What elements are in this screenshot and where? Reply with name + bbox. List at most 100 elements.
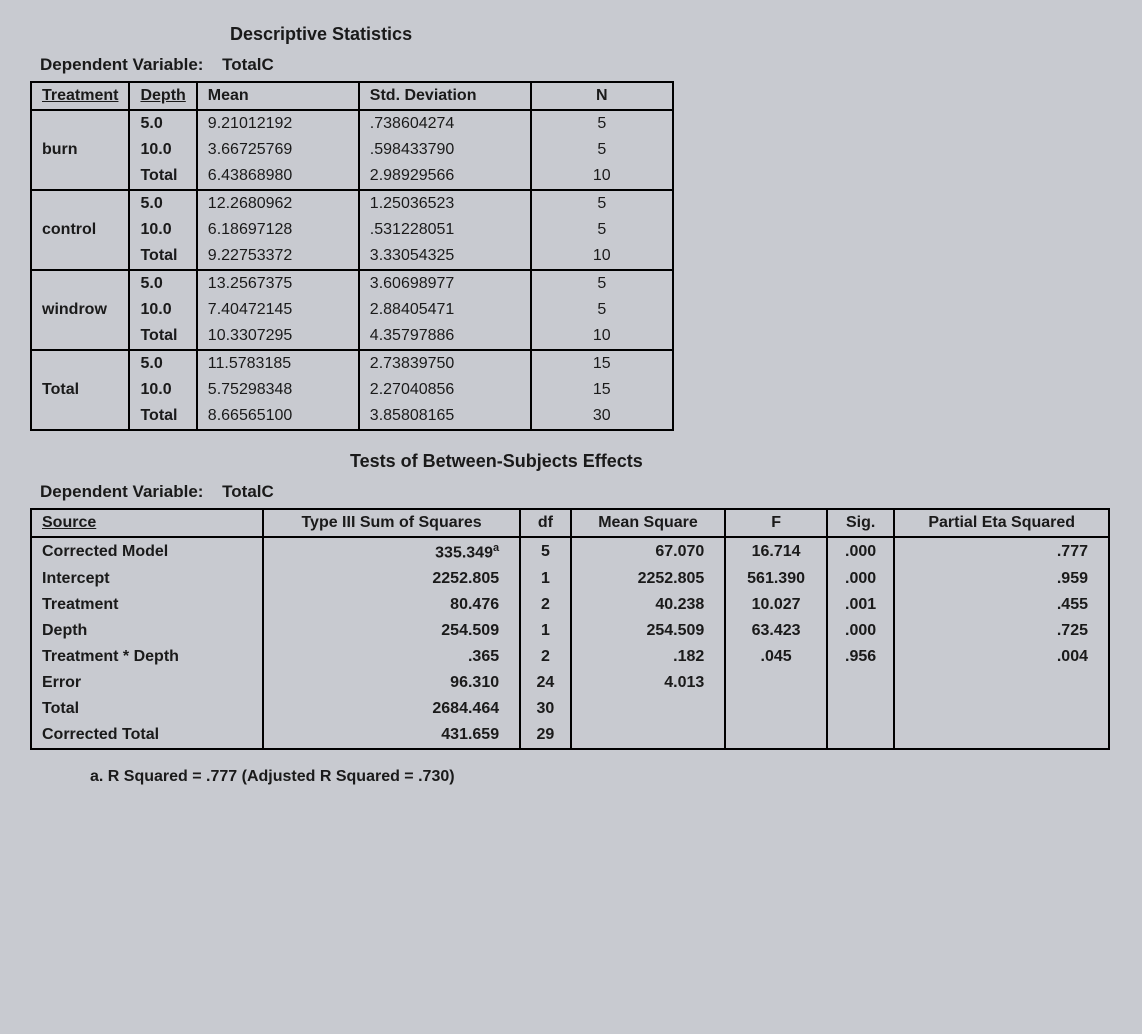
n-cell: 5 bbox=[531, 270, 673, 297]
col-source: Source bbox=[31, 509, 263, 537]
pes-cell bbox=[894, 722, 1109, 749]
sig-cell bbox=[827, 722, 895, 749]
dep-var-label: Dependent Variable: bbox=[40, 55, 203, 74]
table-row: Total5.011.57831852.7383975015 bbox=[31, 350, 673, 377]
pes-cell: .004 bbox=[894, 644, 1109, 670]
col-sig: Sig. bbox=[827, 509, 895, 537]
sd-cell: 4.35797886 bbox=[359, 323, 531, 350]
mean-cell: 9.21012192 bbox=[197, 110, 359, 137]
n-cell: 5 bbox=[531, 190, 673, 217]
n-cell: 15 bbox=[531, 377, 673, 403]
depth-cell: Total bbox=[129, 323, 196, 350]
col-n: N bbox=[531, 82, 673, 110]
sd-cell: 3.60698977 bbox=[359, 270, 531, 297]
effects-table: Source Type III Sum of Squares df Mean S… bbox=[30, 508, 1110, 750]
ms-cell: .182 bbox=[571, 644, 726, 670]
table-row: burn5.09.21012192.7386042745 bbox=[31, 110, 673, 137]
col-sd: Std. Deviation bbox=[359, 82, 531, 110]
col-f: F bbox=[725, 509, 827, 537]
table-row: Total2684.46430 bbox=[31, 696, 1109, 722]
pes-cell: .725 bbox=[894, 618, 1109, 644]
n-cell: 10 bbox=[531, 163, 673, 190]
sd-cell: 3.85808165 bbox=[359, 403, 531, 430]
ss-cell: 2684.464 bbox=[263, 696, 520, 722]
pes-cell: .959 bbox=[894, 566, 1109, 592]
df-cell: 1 bbox=[520, 618, 571, 644]
mean-cell: 13.2567375 bbox=[197, 270, 359, 297]
mean-cell: 11.5783185 bbox=[197, 350, 359, 377]
table-row: Treatment * Depth.3652.182.045.956.004 bbox=[31, 644, 1109, 670]
ms-cell bbox=[571, 722, 726, 749]
sd-cell: .598433790 bbox=[359, 137, 531, 163]
f-cell: 561.390 bbox=[725, 566, 827, 592]
n-cell: 30 bbox=[531, 403, 673, 430]
table-row: Corrected Total431.65929 bbox=[31, 722, 1109, 749]
mean-cell: 3.66725769 bbox=[197, 137, 359, 163]
df-cell: 2 bbox=[520, 644, 571, 670]
sd-cell: 2.88405471 bbox=[359, 297, 531, 323]
col-depth: Depth bbox=[129, 82, 196, 110]
mean-cell: 9.22753372 bbox=[197, 243, 359, 270]
depth-cell: 10.0 bbox=[129, 297, 196, 323]
n-cell: 5 bbox=[531, 297, 673, 323]
dep-var-value-2: TotalC bbox=[222, 482, 274, 501]
ms-cell bbox=[571, 696, 726, 722]
treatment-cell: windrow bbox=[31, 270, 129, 350]
n-cell: 10 bbox=[531, 243, 673, 270]
sig-cell: .956 bbox=[827, 644, 895, 670]
f-cell bbox=[725, 722, 827, 749]
source-cell: Corrected Total bbox=[31, 722, 263, 749]
source-cell: Error bbox=[31, 670, 263, 696]
ms-cell: 254.509 bbox=[571, 618, 726, 644]
f-cell bbox=[725, 670, 827, 696]
treatment-cell: Total bbox=[31, 350, 129, 430]
source-cell: Depth bbox=[31, 618, 263, 644]
effects-title: Tests of Between-Subjects Effects bbox=[350, 451, 1112, 472]
ms-cell: 40.238 bbox=[571, 592, 726, 618]
table-row: control5.012.26809621.250365235 bbox=[31, 190, 673, 217]
treatment-cell: burn bbox=[31, 110, 129, 190]
n-cell: 5 bbox=[531, 137, 673, 163]
depth-cell: 10.0 bbox=[129, 217, 196, 243]
depth-cell: 10.0 bbox=[129, 377, 196, 403]
source-cell: Treatment * Depth bbox=[31, 644, 263, 670]
df-cell: 5 bbox=[520, 537, 571, 566]
mean-cell: 5.75298348 bbox=[197, 377, 359, 403]
df-cell: 30 bbox=[520, 696, 571, 722]
ms-cell: 2252.805 bbox=[571, 566, 726, 592]
col-ss: Type III Sum of Squares bbox=[263, 509, 520, 537]
ms-cell: 4.013 bbox=[571, 670, 726, 696]
pes-cell: .777 bbox=[894, 537, 1109, 566]
df-cell: 1 bbox=[520, 566, 571, 592]
source-cell: Corrected Model bbox=[31, 537, 263, 566]
mean-cell: 6.18697128 bbox=[197, 217, 359, 243]
ms-cell: 67.070 bbox=[571, 537, 726, 566]
source-cell: Treatment bbox=[31, 592, 263, 618]
sd-cell: 3.33054325 bbox=[359, 243, 531, 270]
sig-cell: .000 bbox=[827, 537, 895, 566]
depth-cell: 5.0 bbox=[129, 110, 196, 137]
descriptive-table: Treatment Depth Mean Std. Deviation N bu… bbox=[30, 81, 674, 431]
depth-cell: 10.0 bbox=[129, 137, 196, 163]
n-cell: 5 bbox=[531, 110, 673, 137]
f-cell bbox=[725, 696, 827, 722]
depth-cell: 5.0 bbox=[129, 270, 196, 297]
pes-cell: .455 bbox=[894, 592, 1109, 618]
treatment-cell: control bbox=[31, 190, 129, 270]
ss-cell: 96.310 bbox=[263, 670, 520, 696]
depth-cell: 5.0 bbox=[129, 190, 196, 217]
ss-cell: 2252.805 bbox=[263, 566, 520, 592]
col-df: df bbox=[520, 509, 571, 537]
f-cell: 63.423 bbox=[725, 618, 827, 644]
depth-cell: Total bbox=[129, 403, 196, 430]
descriptive-title: Descriptive Statistics bbox=[230, 24, 1112, 45]
table-row: Error96.310244.013 bbox=[31, 670, 1109, 696]
ss-cell: 431.659 bbox=[263, 722, 520, 749]
sd-cell: 2.98929566 bbox=[359, 163, 531, 190]
mean-cell: 10.3307295 bbox=[197, 323, 359, 350]
col-mean: Mean bbox=[197, 82, 359, 110]
sig-cell: .000 bbox=[827, 618, 895, 644]
depth-cell: 5.0 bbox=[129, 350, 196, 377]
ss-cell: .365 bbox=[263, 644, 520, 670]
ss-cell: 335.349a bbox=[263, 537, 520, 566]
